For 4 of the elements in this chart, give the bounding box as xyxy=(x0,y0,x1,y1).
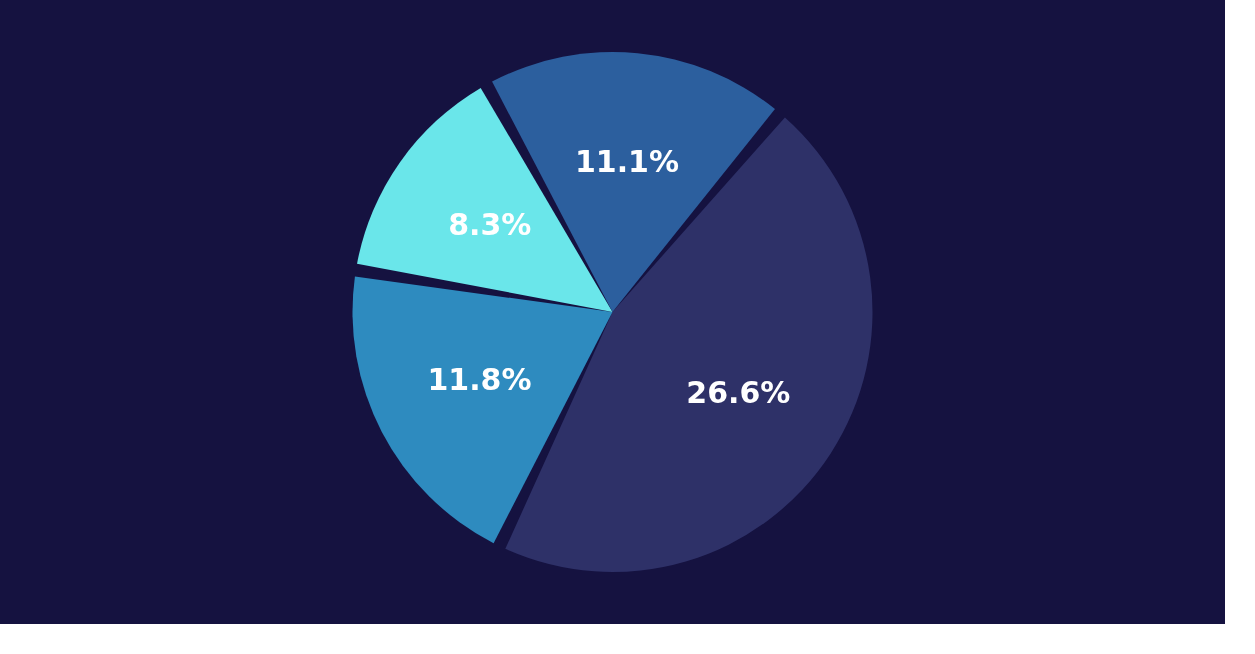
data-label: 11.1% xyxy=(574,143,680,179)
data-label: 26.6% xyxy=(686,374,791,410)
data-label: 8.3% xyxy=(448,206,532,242)
data-label: 11.8% xyxy=(427,362,532,398)
